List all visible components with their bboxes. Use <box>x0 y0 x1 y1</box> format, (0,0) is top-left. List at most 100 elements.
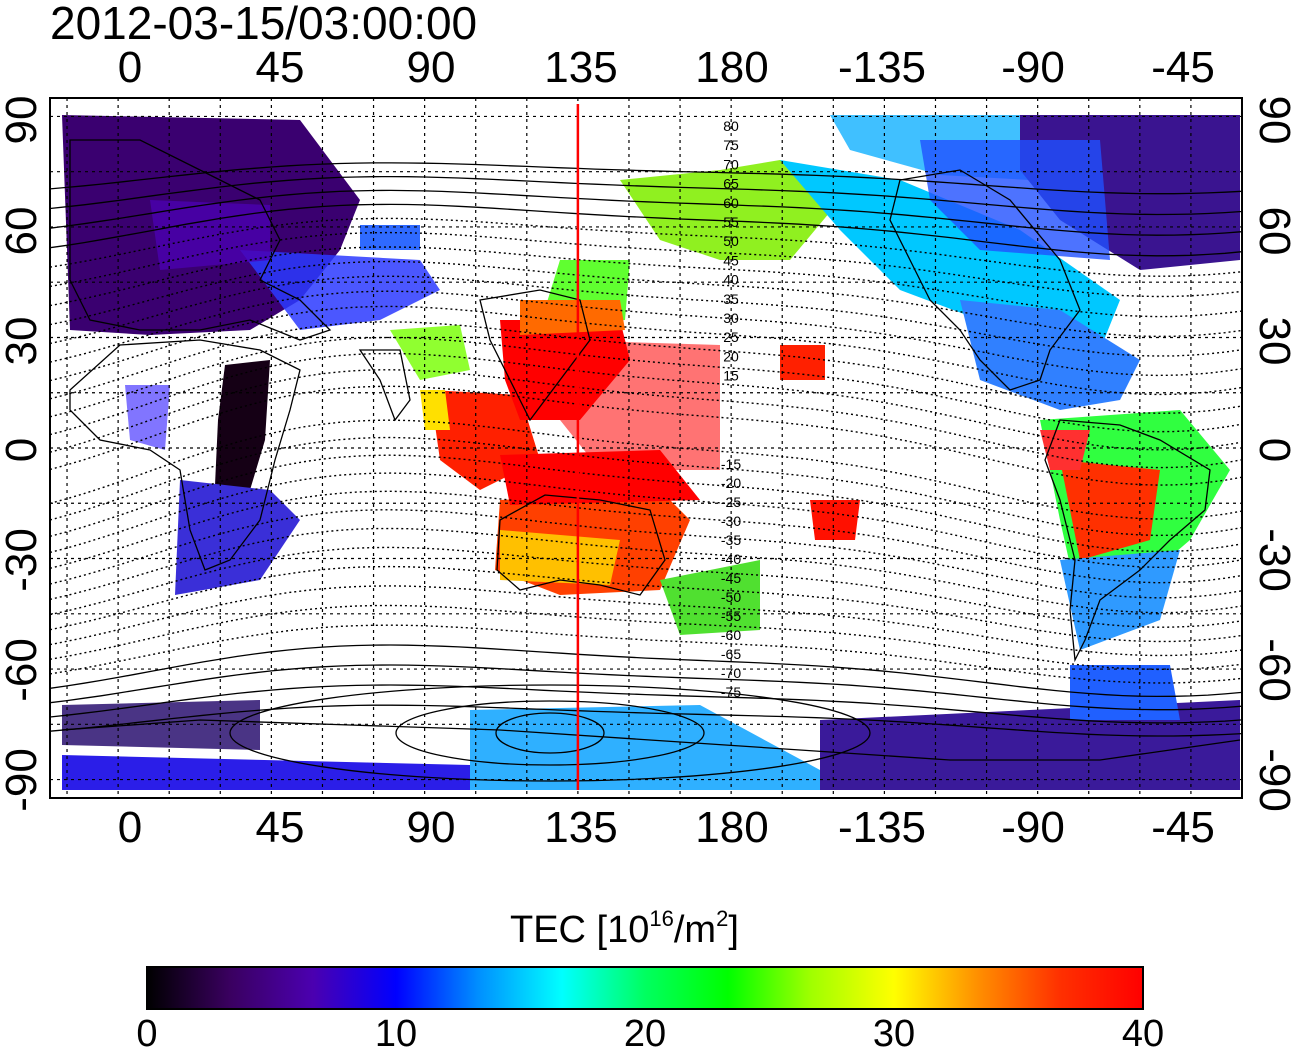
bottom-lon-tick: 180 <box>695 803 769 852</box>
magnetic-contour-line <box>50 664 1242 711</box>
magnetic-contour-line <box>50 352 1242 451</box>
top-lon-tick: -90 <box>1001 43 1065 92</box>
tec-region <box>500 450 700 505</box>
colorbar <box>146 966 1144 1010</box>
colorbar-tick: 10 <box>374 1013 418 1055</box>
contour-label: 60 <box>723 195 739 211</box>
tec-region <box>780 345 825 380</box>
magnetic-contour-line <box>50 419 1242 520</box>
contour-label: 20 <box>723 348 739 364</box>
tec-region <box>660 560 760 635</box>
top-lon-tick: 90 <box>406 43 456 92</box>
magnetic-contour-line <box>50 509 1242 599</box>
magnetic-contour-line <box>50 604 1242 671</box>
magnetic-contour-line <box>50 305 1242 396</box>
bottom-lon-tick: 90 <box>406 803 456 852</box>
colorbar-tick: 30 <box>872 1013 916 1055</box>
colorbar-title-exponent: 16 <box>649 906 674 931</box>
contour-label: 50 <box>723 233 739 249</box>
tec-region <box>520 300 625 335</box>
map-timestamp: 2012-03-15/03:00:00 <box>50 0 478 49</box>
tec-region <box>125 385 170 450</box>
contour-label: -65 <box>721 646 741 662</box>
contour-label: -45 <box>721 570 741 586</box>
magnetic-contour-line <box>50 203 1242 257</box>
tec-region <box>62 700 260 750</box>
contour-label: -20 <box>721 475 741 491</box>
contour-label: 45 <box>723 252 739 268</box>
contour-label: -55 <box>721 608 741 624</box>
contour-label: 55 <box>723 214 739 230</box>
magnetic-contour-line <box>50 585 1242 657</box>
magnetic-contour-line <box>50 436 1242 537</box>
contour-label: -35 <box>721 532 741 548</box>
contour-labels: 80 75 70 65 60 55 50 45 40 35 30 25 20 15 -15 -20 -25 -30… <box>721 118 741 700</box>
contour-label: 25 <box>723 329 739 345</box>
contour-label: -40 <box>721 551 741 567</box>
contour-label: -50 <box>721 589 741 605</box>
tec-region <box>1070 665 1180 720</box>
magnetic-contour-line <box>50 624 1242 684</box>
bottom-lon-tick: 45 <box>255 803 305 852</box>
tec-data-layer <box>62 115 1240 790</box>
colorbar-tick: 0 <box>136 1013 158 1055</box>
contour-label: -75 <box>721 684 741 700</box>
bottom-lon-tick: 0 <box>117 803 143 852</box>
contour-label: -60 <box>721 627 741 643</box>
tec-region <box>960 300 1140 410</box>
bottom-lon-tick: 135 <box>544 803 618 852</box>
magnetic-contour-line <box>50 217 1242 277</box>
contour-label: 65 <box>723 176 739 192</box>
tec-region <box>390 325 470 380</box>
magnetic-contour-line <box>50 684 1242 724</box>
tec-region <box>470 705 820 790</box>
top-lon-tick: -45 <box>1151 43 1215 92</box>
contour-label: -25 <box>721 494 741 510</box>
tec-region <box>810 500 860 540</box>
tec-region <box>240 250 440 330</box>
contour-label: 80 <box>723 118 739 134</box>
contour-label: 75 <box>723 137 739 153</box>
bottom-lon-tick: -45 <box>1151 803 1215 852</box>
magnetic-pole-contour <box>229 684 871 782</box>
magnetic-contour-line <box>50 275 1242 357</box>
bottom-lon-tick: -90 <box>1001 803 1065 852</box>
tec-region <box>500 530 620 585</box>
top-lon-tick: -135 <box>837 43 927 92</box>
tec-region <box>150 200 270 270</box>
contour-label: -70 <box>721 665 741 681</box>
tec-region <box>175 480 300 595</box>
contour-label: 30 <box>723 310 739 326</box>
tec-region <box>1060 460 1160 560</box>
colorbar-title-unit-exponent: 2 <box>716 906 729 931</box>
top-lon-tick: 180 <box>695 43 769 92</box>
contour-label: 35 <box>723 291 739 307</box>
contour-label: -30 <box>721 513 741 529</box>
tec-region <box>215 360 270 490</box>
coastlines <box>61 139 1241 761</box>
magnetic-contour-line <box>50 336 1242 433</box>
contour-label: 70 <box>723 156 739 172</box>
map-frame <box>49 97 1243 799</box>
magnetic-contour-line <box>50 162 1242 195</box>
top-lon-tick: 45 <box>255 43 305 92</box>
bottom-lon-tick: -135 <box>837 803 927 852</box>
magnetic-contour-line <box>50 175 1242 216</box>
tec-region <box>420 390 450 430</box>
colorbar-title: TEC [1016/m2] <box>510 908 739 952</box>
colorbar-title-unit: /m <box>673 909 717 951</box>
magnetic-contour-line <box>50 454 1242 553</box>
magnetic-contour-line <box>50 369 1242 469</box>
top-lon-tick: 0 <box>117 43 143 92</box>
colorbar-tick: 40 <box>1121 1013 1165 1055</box>
tec-region <box>620 160 840 260</box>
magnetic-pole-contour <box>395 700 705 766</box>
contour-label: 40 <box>723 272 739 288</box>
magnetic-contours <box>50 162 1242 782</box>
tec-region <box>1060 550 1180 650</box>
contour-label: -15 <box>721 456 741 472</box>
magnetic-contour-line <box>50 189 1242 236</box>
magnetic-contour-line <box>50 546 1242 628</box>
colorbar-tick: 20 <box>623 1013 667 1055</box>
